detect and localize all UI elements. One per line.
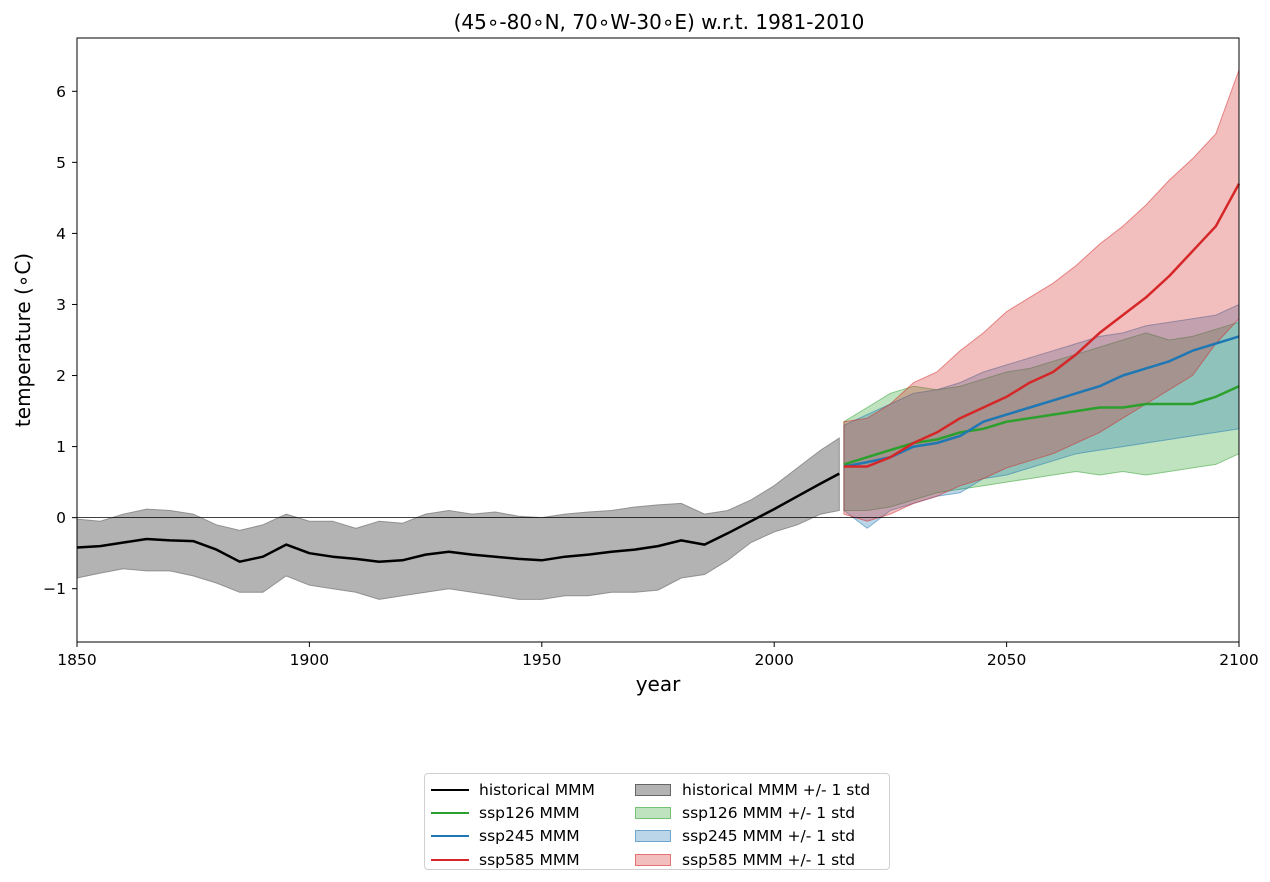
- legend-swatch-ssp585-line: [431, 858, 469, 861]
- legend-item-ssp126-mmm: ssp126 MMM: [431, 801, 595, 824]
- legend-swatch-ssp585-band: [635, 853, 671, 866]
- y-tick-label: 2: [56, 367, 66, 385]
- y-tick-label: 0: [56, 509, 66, 527]
- x-tick-label: 2000: [754, 651, 793, 669]
- legend-item-ssp585-band: ssp585 MMM +/- 1 std: [635, 848, 870, 871]
- y-tick-label: 3: [56, 296, 66, 314]
- legend-label: historical MMM: [479, 780, 595, 799]
- legend-column-bands: historical MMM +/- 1 std ssp126 MMM +/- …: [635, 778, 870, 871]
- axes-frame: [76, 37, 1240, 643]
- x-tick-label: 1950: [522, 651, 561, 669]
- y-tick-label: 6: [56, 83, 66, 101]
- x-tick-label: 1850: [57, 651, 96, 669]
- legend-label: ssp126 MMM: [479, 803, 580, 822]
- x-tick-label: 2100: [1219, 651, 1258, 669]
- legend-item-historical-band: historical MMM +/- 1 std: [635, 778, 870, 801]
- legend-label: ssp245 MMM +/- 1 std: [682, 827, 856, 846]
- legend-swatch-ssp245-line: [431, 835, 469, 838]
- y-tick-label: 1: [56, 438, 66, 456]
- band-historical-mmm: [76, 437, 840, 600]
- x-tick-label: 1900: [290, 651, 329, 669]
- series-line-ssp585-mmm: [843, 183, 1241, 468]
- legend-swatch-ssp245-band: [635, 830, 671, 843]
- y-tick-label: 5: [56, 154, 66, 172]
- legend-label: historical MMM +/- 1 std: [682, 780, 871, 799]
- legend-swatch-historical-band: [635, 783, 671, 796]
- plot-area: 1850 1900 1950 2000 2050 2100 −1 0 1 2 3 4 5 6: [43, 37, 1259, 669]
- legend: historical MMM ssp126 MMM ssp245 MMM ssp…: [424, 773, 890, 870]
- legend-swatch-ssp126-line: [431, 811, 469, 814]
- series-line-historical-mmm: [76, 472, 840, 563]
- legend-item-ssp126-band: ssp126 MMM +/- 1 std: [635, 801, 870, 824]
- legend-label: ssp126 MMM +/- 1 std: [682, 803, 856, 822]
- legend-label: ssp585 MMM: [479, 850, 580, 869]
- x-tick-label: 2050: [987, 651, 1026, 669]
- legend-swatch-ssp126-band: [635, 806, 671, 819]
- legend-item-ssp245-mmm: ssp245 MMM: [431, 825, 595, 848]
- series-line-ssp245-mmm: [843, 335, 1240, 468]
- legend-label: ssp585 MMM +/- 1 std: [682, 850, 856, 869]
- y-axis-label: temperature (∘C): [11, 253, 35, 427]
- legend-label: ssp245 MMM: [479, 827, 580, 846]
- y-tick-label: −1: [43, 580, 66, 598]
- legend-item-ssp245-band: ssp245 MMM +/- 1 std: [635, 825, 870, 848]
- legend-item-historical-mmm: historical MMM: [431, 778, 595, 801]
- chart-title: (45∘-80∘N, 70∘W-30∘E) w.r.t. 1981-2010: [454, 10, 865, 34]
- legend-column-lines: historical MMM ssp126 MMM ssp245 MMM ssp…: [431, 778, 595, 871]
- y-tick-label: 4: [56, 225, 66, 243]
- legend-item-ssp585-mmm: ssp585 MMM: [431, 848, 595, 871]
- x-axis-label: year: [636, 672, 681, 696]
- legend-swatch-historical-line: [431, 788, 469, 791]
